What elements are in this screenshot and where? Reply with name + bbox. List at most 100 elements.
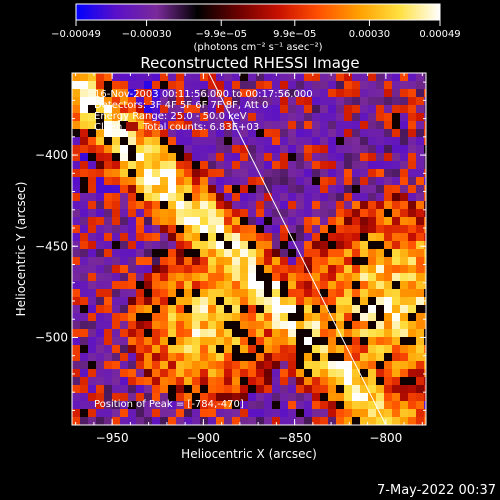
heatmap-cell <box>120 273 129 282</box>
heatmap-cell <box>312 105 321 114</box>
heatmap-cell <box>424 265 426 274</box>
heatmap-cell <box>416 409 425 418</box>
heatmap-cell <box>120 249 129 258</box>
heatmap-cell <box>216 289 225 298</box>
heatmap-cell <box>184 169 193 178</box>
heatmap-cell <box>336 185 345 194</box>
heatmap-cell <box>328 225 337 234</box>
heatmap-cell <box>344 265 353 274</box>
heatmap-cell <box>200 129 209 138</box>
heatmap-cell <box>184 385 193 394</box>
heatmap-cell <box>112 297 121 306</box>
heatmap-cell <box>232 393 241 402</box>
heatmap-cell <box>304 121 313 130</box>
heatmap-cell <box>112 321 121 330</box>
heatmap-cell <box>184 153 193 162</box>
heatmap-cell <box>80 241 89 250</box>
heatmap-cell <box>144 353 153 362</box>
heatmap-cell <box>368 225 377 234</box>
heatmap-cell <box>96 353 105 362</box>
heatmap-cell <box>312 305 321 314</box>
heatmap-cell <box>256 313 265 322</box>
heatmap-cell <box>192 137 201 146</box>
heatmap-cell <box>208 369 217 378</box>
heatmap-cell <box>96 401 105 410</box>
heatmap-cell <box>408 217 417 226</box>
heatmap-cell <box>360 137 369 146</box>
heatmap-cell <box>216 89 225 98</box>
heatmap-cell <box>112 305 121 314</box>
heatmap-cell <box>192 169 201 178</box>
heatmap-cell <box>80 177 89 186</box>
heatmap-cell <box>72 73 81 82</box>
heatmap-cell <box>344 153 353 162</box>
heatmap-cell <box>368 249 377 258</box>
heatmap-cell <box>184 97 193 106</box>
heatmap-cell <box>296 249 305 258</box>
heatmap-cell <box>112 89 121 98</box>
heatmap-cell <box>160 105 169 114</box>
heatmap-cell <box>288 273 297 282</box>
heatmap-cell <box>312 209 321 218</box>
y-tick-label: −450 <box>35 239 68 253</box>
heatmap-cell <box>400 81 409 90</box>
heatmap-cell <box>160 73 169 82</box>
heatmap-cell <box>80 89 89 98</box>
heatmap-cell <box>296 393 305 402</box>
heatmap-cell <box>272 201 281 210</box>
heatmap-cell <box>424 249 426 258</box>
heatmap-cell <box>240 169 249 178</box>
heatmap-cell <box>168 137 177 146</box>
heatmap-cell <box>296 337 305 346</box>
heatmap-cell <box>144 177 153 186</box>
heatmap-cell <box>176 185 185 194</box>
heatmap-cell <box>288 337 297 346</box>
heatmap-cell <box>272 329 281 338</box>
heatmap-cell <box>288 121 297 130</box>
heatmap-cell <box>88 361 97 370</box>
heatmap-cell <box>344 377 353 386</box>
heatmap-cell <box>128 345 137 354</box>
heatmap-cell <box>168 305 177 314</box>
heatmap-cell <box>408 153 417 162</box>
heatmap-cell <box>424 305 426 314</box>
heatmap-cell <box>280 217 289 226</box>
heatmap-cell <box>384 201 393 210</box>
heatmap-cell <box>72 361 81 370</box>
heatmap-cell <box>296 321 305 330</box>
heatmap-cell <box>344 409 353 418</box>
heatmap-cell <box>344 81 353 90</box>
heatmap-cell <box>256 321 265 330</box>
heatmap-cell <box>232 401 241 410</box>
heatmap-cell <box>328 129 337 138</box>
heatmap-cell <box>80 233 89 242</box>
heatmap-cell <box>320 233 329 242</box>
heatmap-cell <box>400 369 409 378</box>
heatmap-cell <box>400 289 409 298</box>
heatmap-cell <box>248 273 257 282</box>
heatmap-cell <box>304 89 313 98</box>
heatmap-cell <box>400 385 409 394</box>
heatmap-cell <box>304 393 313 402</box>
y-tick-label: −400 <box>35 148 68 162</box>
heatmap-cell <box>368 273 377 282</box>
heatmap-cell <box>352 81 361 90</box>
heatmap-cell <box>152 337 161 346</box>
heatmap-cell <box>360 321 369 330</box>
heatmap-cell <box>96 281 105 290</box>
heatmap-cell <box>360 145 369 154</box>
heatmap-cell <box>240 177 249 186</box>
heatmap-cell <box>336 137 345 146</box>
heatmap-cell <box>392 417 401 425</box>
heatmap-cell <box>264 241 273 250</box>
heatmap-cell <box>304 257 313 266</box>
heatmap-cell <box>208 145 217 154</box>
heatmap-cell <box>400 137 409 146</box>
heatmap-cell <box>224 249 233 258</box>
heatmap-cell <box>128 105 137 114</box>
heatmap-cell <box>392 305 401 314</box>
heatmap-cell <box>312 249 321 258</box>
heatmap-cell <box>216 233 225 242</box>
heatmap-cell <box>344 249 353 258</box>
heatmap-cell <box>272 105 281 114</box>
